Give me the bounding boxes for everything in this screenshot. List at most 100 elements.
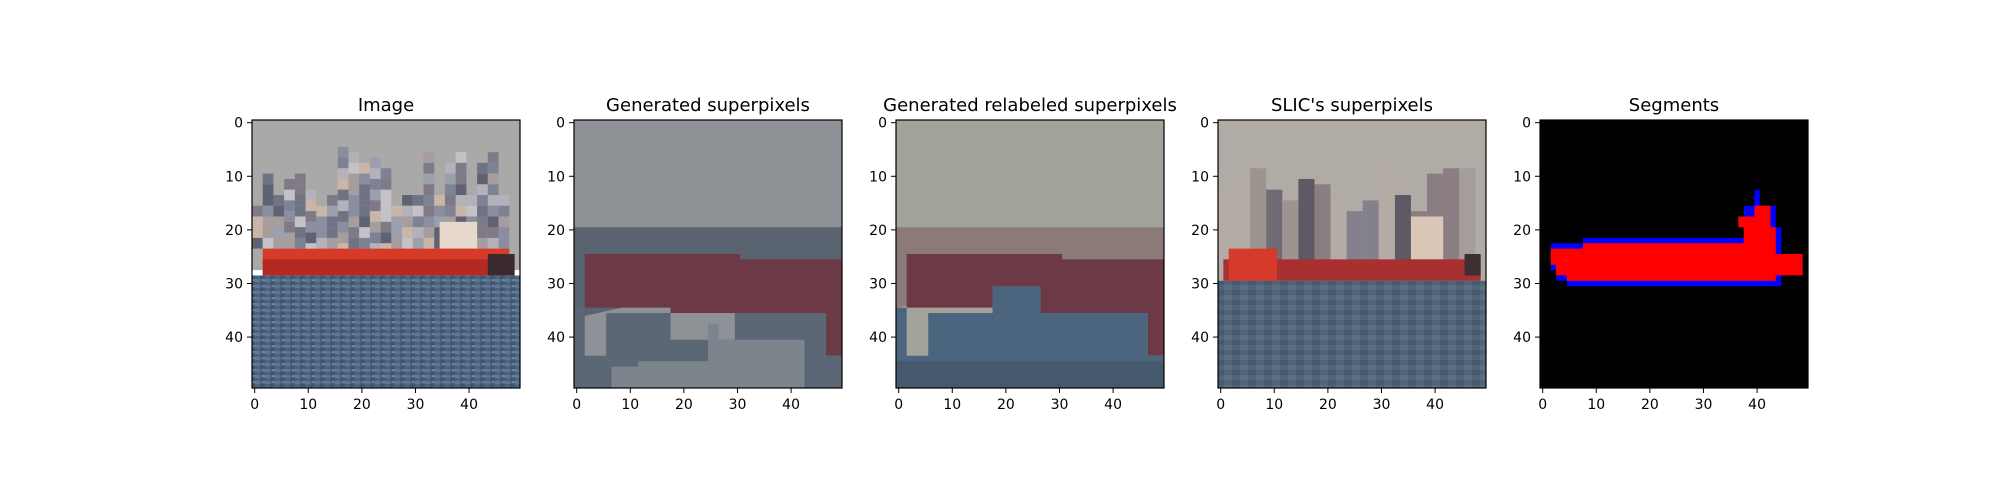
skyline-pixel bbox=[359, 227, 370, 238]
skyline-pixel bbox=[487, 152, 499, 163]
chart-title: Generated relabeled superpixels bbox=[883, 95, 1177, 116]
skyline-pixel bbox=[402, 195, 413, 206]
skyline-pixel bbox=[359, 237, 370, 249]
skyline-pixel bbox=[337, 157, 349, 169]
slic-city-superpixel bbox=[1362, 200, 1379, 265]
skyline-pixel bbox=[252, 205, 263, 217]
panel-image bbox=[252, 120, 520, 388]
y-tick-label: 10 bbox=[1513, 169, 1531, 185]
skyline-pixel bbox=[423, 173, 435, 185]
skyline-pixel bbox=[273, 216, 285, 228]
skyline-pixel bbox=[348, 227, 360, 238]
y-tick-label: 30 bbox=[869, 276, 887, 292]
skyline-pixel bbox=[498, 216, 510, 228]
ship-hull-shadow bbox=[262, 259, 510, 276]
slic-city-superpixel bbox=[1443, 168, 1460, 265]
skyline-pixel bbox=[316, 216, 328, 228]
axes-frame bbox=[1217, 119, 1487, 389]
x-tick-label: 0 bbox=[894, 397, 903, 413]
y-tick-label: 30 bbox=[1191, 276, 1209, 292]
skyline-pixel bbox=[294, 173, 306, 185]
skyline-pixel bbox=[316, 237, 328, 249]
x-tick-label: 0 bbox=[572, 397, 581, 413]
skyline-pixel bbox=[348, 216, 360, 228]
skyline-pixel bbox=[294, 227, 306, 238]
skyline-pixel bbox=[423, 205, 435, 217]
skyline-pixel bbox=[316, 227, 328, 238]
skyline-pixel bbox=[305, 189, 317, 201]
slic-city-superpixel bbox=[1314, 184, 1331, 265]
skyline-pixel bbox=[380, 168, 392, 179]
y-tick-label: 20 bbox=[225, 223, 243, 239]
skyline-pixel bbox=[380, 189, 392, 201]
slic-city-superpixel bbox=[1218, 189, 1235, 265]
ship-stern bbox=[487, 254, 515, 276]
panel-image bbox=[574, 120, 842, 388]
y-tick-label: 20 bbox=[869, 223, 887, 239]
skyline-pixel bbox=[412, 227, 424, 238]
axes-frame bbox=[1539, 119, 1809, 389]
y-tick-label: 10 bbox=[869, 169, 887, 185]
water-bottom-superpixel bbox=[896, 361, 1164, 388]
skyline-pixel bbox=[402, 227, 413, 238]
skyline-pixel bbox=[498, 195, 510, 206]
skyline-pixel bbox=[466, 205, 478, 217]
skyline-pixel bbox=[402, 216, 413, 228]
ship-segment bbox=[1550, 205, 1803, 281]
slic-city-superpixel bbox=[1234, 184, 1251, 265]
skyline-pixel bbox=[337, 178, 349, 190]
skyline-pixel bbox=[348, 152, 360, 163]
x-tick-label: 20 bbox=[1641, 397, 1659, 413]
skyline-pixel bbox=[262, 237, 274, 249]
skyline-pixel bbox=[348, 162, 360, 174]
x-tick-label: 40 bbox=[1104, 397, 1122, 413]
skyline-pixel bbox=[359, 162, 370, 174]
skyline-pixel bbox=[380, 221, 392, 233]
axes-frame bbox=[573, 119, 843, 389]
skyline-pixel bbox=[487, 237, 499, 249]
panel-4: SLIC's superpixels 0 10 20 30 40 0 10 20 30 40 bbox=[1191, 95, 1487, 413]
skyline-pixel bbox=[391, 216, 403, 228]
sea-region bbox=[252, 275, 520, 388]
x-tick-label: 30 bbox=[1051, 397, 1069, 413]
skyline-pixel bbox=[369, 211, 381, 222]
panel-image bbox=[1218, 120, 1486, 388]
skyline-pixel bbox=[294, 184, 306, 196]
skyline-pixel bbox=[359, 184, 370, 196]
skyline-pixel bbox=[498, 205, 510, 217]
x-tick-label: 20 bbox=[1319, 397, 1337, 413]
y-tick-label: 0 bbox=[878, 116, 887, 132]
chart-title: Segments bbox=[1629, 95, 1719, 116]
skyline-pixel bbox=[477, 162, 488, 174]
x-tick-label: 40 bbox=[1748, 397, 1766, 413]
y-tick-label: 20 bbox=[1513, 223, 1531, 239]
slic-city-superpixel bbox=[1394, 195, 1411, 265]
skyline-pixel bbox=[369, 221, 381, 233]
slic-stern-superpixel bbox=[1464, 254, 1481, 276]
panel-2: Generated superpixels 0 10 20 30 40 0 10 20 30 40 bbox=[547, 95, 843, 413]
skyline-pixel bbox=[294, 195, 306, 206]
x-tick-label: 20 bbox=[997, 397, 1015, 413]
skyline-pixel bbox=[444, 205, 456, 217]
skyline-pixel bbox=[423, 184, 435, 196]
skyline-pixel bbox=[455, 205, 467, 217]
skyline-pixel bbox=[423, 152, 435, 163]
skyline-pixel bbox=[252, 237, 263, 249]
x-tick-label: 30 bbox=[1373, 397, 1391, 413]
skyline-pixel bbox=[337, 211, 349, 222]
skyline-pixel bbox=[359, 195, 370, 206]
skyline-pixel bbox=[402, 237, 413, 249]
skyline-pixel bbox=[380, 232, 392, 244]
slic-hull-bow-superpixel bbox=[1228, 248, 1277, 281]
skyline-pixel bbox=[444, 173, 456, 185]
skyline-pixel bbox=[284, 200, 295, 212]
skyline-pixel bbox=[369, 200, 381, 212]
skyline-pixel bbox=[444, 184, 456, 196]
skyline-pixel bbox=[423, 227, 435, 238]
skyline-pixel bbox=[369, 168, 381, 179]
slic-hull-superpixel bbox=[1223, 259, 1481, 281]
skyline-pixel bbox=[305, 232, 317, 244]
y-tick-label: 20 bbox=[547, 223, 565, 239]
